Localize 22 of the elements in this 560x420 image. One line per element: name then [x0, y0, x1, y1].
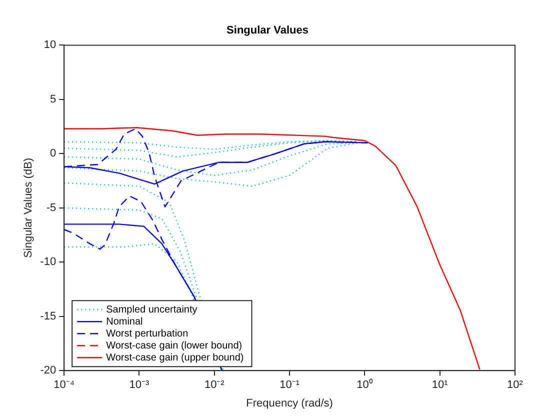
x-tick-label: 10⁰: [356, 378, 373, 392]
y-tick-label: -10: [40, 256, 56, 268]
x-tick-label: 10¹: [432, 379, 448, 392]
x-tick-label: 10²: [507, 379, 524, 392]
y-tick-label: 5: [50, 93, 56, 106]
x-tick-label: 10⁻³: [129, 379, 150, 392]
y-tick-label: -20: [40, 364, 56, 377]
chart-title: Singular Values: [226, 24, 308, 37]
y-tick-label: 10: [44, 39, 56, 52]
y-tick-label: 0: [50, 148, 56, 160]
legend-label: Sampled uncertainty: [106, 304, 198, 316]
y-tick-label: -5: [46, 202, 56, 214]
x-axis-title: Frequency (rad/s): [246, 397, 333, 410]
x-tick-label: 10⁻¹: [280, 379, 300, 392]
y-axis-title: Singular Values (dB): [22, 158, 35, 258]
legend-label: Worst perturbation: [106, 328, 188, 340]
legend-label: Worst-case gain (lower bound): [106, 340, 242, 352]
legend-label: Nominal: [106, 316, 143, 328]
x-tick-label: 10⁻⁴: [54, 379, 75, 392]
x-tick-label: 10⁻²: [204, 379, 225, 392]
y-tick-label: -15: [40, 310, 56, 322]
legend-label: Worst-case gain (upper bound): [106, 352, 244, 364]
